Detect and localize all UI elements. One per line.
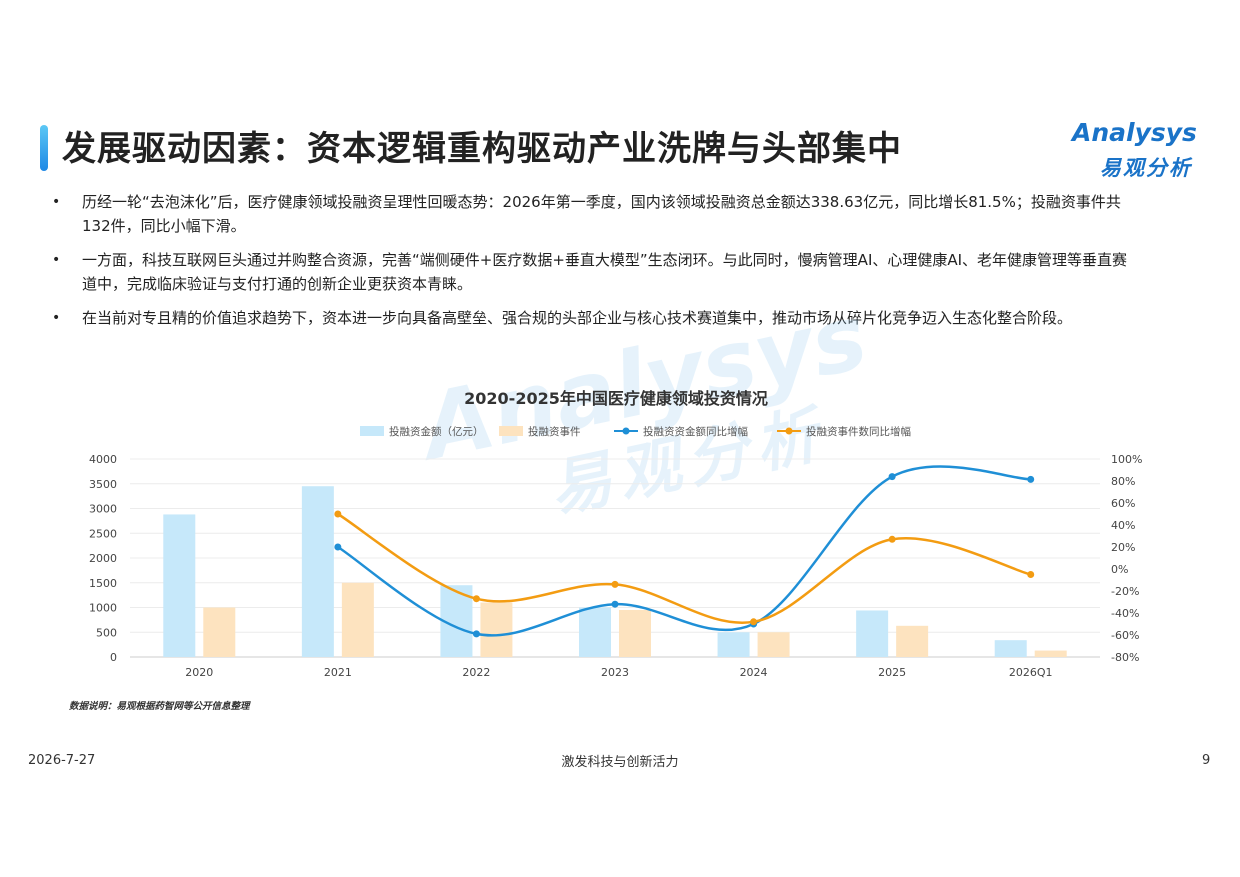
legend-swatch xyxy=(360,426,384,436)
right-tick-label: -40% xyxy=(1111,607,1139,620)
left-tick-label: 0 xyxy=(110,651,117,664)
footer-slogan: 激发科技与创新活力 xyxy=(561,755,679,770)
series-line xyxy=(337,465,1031,637)
left-tick-label: 3000 xyxy=(89,503,117,516)
line-point xyxy=(1027,475,1035,483)
line-point xyxy=(888,473,896,481)
category-label: 2021 xyxy=(324,666,352,679)
bar xyxy=(757,632,790,657)
legend-marker xyxy=(785,427,793,435)
category-label: 2022 xyxy=(462,666,490,679)
category-label: 2026Q1 xyxy=(1009,666,1053,679)
page-title: 发展驱动因素：资本逻辑重构驱动产业洗牌与头部集中 xyxy=(62,129,902,169)
bar xyxy=(619,609,651,657)
right-tick-label: 0% xyxy=(1111,563,1128,576)
page-number: 9 xyxy=(1202,753,1211,768)
bar xyxy=(1034,650,1067,657)
bar xyxy=(579,607,611,657)
left-tick-label: 4000 xyxy=(89,453,117,466)
line-point xyxy=(888,535,896,543)
legend-swatch xyxy=(499,426,523,436)
line-point xyxy=(334,543,342,551)
bar xyxy=(480,602,513,657)
legend-label: 投融资事件 xyxy=(528,425,581,438)
footer-date: 2026-7-27 xyxy=(28,753,96,768)
line-point xyxy=(472,595,480,603)
bullet-item: 历经一轮“去泡沫化”后，医疗健康领域投融资呈理性回暖态势：2026年第一季度，国… xyxy=(52,190,1142,238)
legend-label: 投融资金额（亿元） xyxy=(389,425,484,438)
series-line xyxy=(337,512,1032,624)
bullet-list: 历经一轮“去泡沫化”后，医疗健康领域投融资呈理性回暖态势：2026年第一季度，国… xyxy=(52,190,1142,340)
right-tick-label: 60% xyxy=(1111,497,1135,510)
bar xyxy=(717,632,750,657)
line-point xyxy=(750,618,758,626)
bar xyxy=(163,514,196,657)
left-tick-label: 1000 xyxy=(89,602,117,615)
logo-zh-text: 易观分析 xyxy=(1100,156,1192,180)
category-label: 2025 xyxy=(878,666,906,679)
legend-marker xyxy=(622,427,630,435)
line-point xyxy=(472,630,480,638)
right-tick-label: 100% xyxy=(1111,453,1142,466)
left-tick-label: 3500 xyxy=(89,478,117,491)
left-tick-label: 2000 xyxy=(89,552,117,565)
bullet-item: 在当前对专且精的价值追求趋势下，资本进一步向具备高壁垒、强合规的头部企业与核心技… xyxy=(52,306,1142,330)
line-point xyxy=(334,510,342,518)
category-label: 2020 xyxy=(185,666,213,679)
right-tick-label: 40% xyxy=(1111,519,1135,532)
chart-title: 2020-2025年中国医疗健康领域投资情况 xyxy=(464,389,768,408)
bullet-item: 一方面，科技互联网巨头通过并购整合资源，完善“端侧硬件+医疗数据+垂直大模型”生… xyxy=(52,248,1142,296)
bar xyxy=(203,607,236,657)
analysys-logo: Analysys 易观分析 xyxy=(1072,118,1207,184)
logo-en-text: Analysys xyxy=(1072,118,1197,147)
right-tick-label: -80% xyxy=(1111,651,1139,664)
line-point xyxy=(1027,571,1035,578)
left-tick-label: 1500 xyxy=(89,577,117,590)
left-tick-label: 500 xyxy=(96,626,117,639)
category-label: 2024 xyxy=(740,666,768,679)
bar xyxy=(994,640,1027,657)
right-tick-label: 20% xyxy=(1111,541,1135,554)
investment-chart: 2020-2025年中国医疗健康领域投资情况投融资金额（亿元） 投融资事件 投融资资… xyxy=(0,370,1240,700)
legend-label: 投融资事件数同比增幅 xyxy=(806,425,911,438)
data-note: 数据说明：易观根据药智网等公开信息整理 xyxy=(69,701,250,712)
left-tick-label: 2500 xyxy=(89,527,117,540)
line-point xyxy=(611,580,619,588)
bar xyxy=(341,582,374,657)
category-label: 2023 xyxy=(601,666,629,679)
bar xyxy=(301,486,334,657)
right-tick-label: -60% xyxy=(1111,629,1139,642)
title-accent-bar xyxy=(40,125,48,171)
right-tick-label: -20% xyxy=(1111,585,1139,598)
line-point xyxy=(611,600,619,608)
bar xyxy=(856,610,889,657)
right-tick-label: 80% xyxy=(1111,475,1135,488)
legend-label: 投融资资金额同比增幅 xyxy=(643,425,748,438)
bar xyxy=(896,625,929,657)
